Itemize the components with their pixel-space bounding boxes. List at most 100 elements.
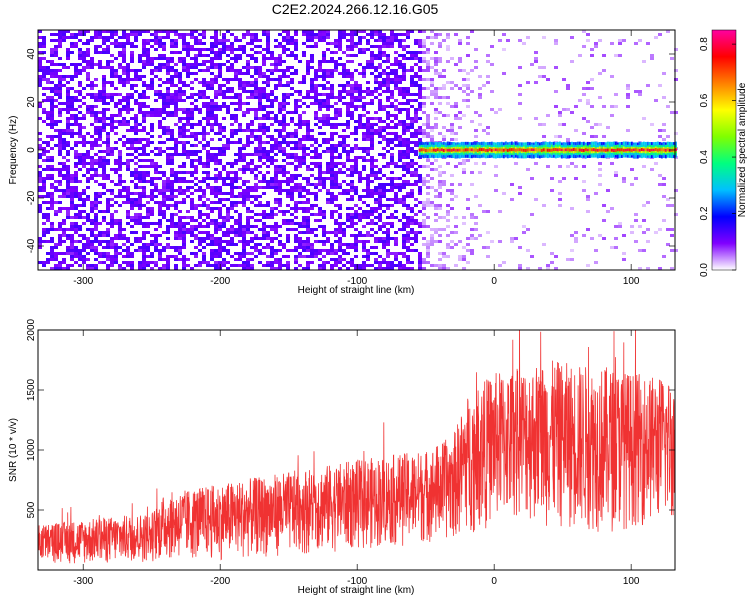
heatmap-cell [110, 129, 114, 132]
heatmap-cell [246, 123, 250, 126]
heatmap-cell [246, 135, 250, 138]
heatmap-cell [374, 222, 378, 225]
heatmap-cell [182, 216, 186, 219]
heatmap-cell [394, 87, 398, 90]
heatmap-cell [330, 75, 334, 78]
heatmap-cell [626, 96, 630, 99]
heatmap-cell [258, 243, 262, 246]
heatmap-cell [194, 246, 198, 249]
heatmap-cell [238, 48, 242, 51]
heatmap-cell [350, 150, 354, 153]
heatmap-cell [486, 132, 490, 135]
heatmap-cell [602, 204, 606, 207]
heatmap-cell [622, 177, 626, 180]
heatmap-cell [162, 63, 166, 66]
heatmap-cell [82, 246, 86, 249]
heatmap-cell [326, 261, 330, 264]
heatmap-cell [466, 78, 470, 81]
heatmap-cell [126, 195, 130, 198]
heatmap-cell [338, 246, 342, 249]
heatmap-cell [186, 195, 190, 198]
heatmap-cell [102, 174, 106, 177]
heatmap-cell [518, 192, 522, 195]
heatmap-cell [222, 117, 226, 120]
heatmap-cell [122, 45, 126, 48]
heatmap-cell [138, 108, 142, 111]
heatmap-cell [182, 111, 186, 114]
heatmap-cell [218, 261, 222, 264]
heatmap-cell [262, 93, 266, 96]
heatmap-cell [618, 42, 622, 45]
heatmap-cell [386, 57, 390, 60]
heatmap-cell [154, 183, 158, 186]
heatmap-cell [330, 192, 334, 195]
heatmap-cell [158, 222, 162, 225]
heatmap-cell [298, 114, 302, 117]
heatmap-cell [286, 81, 290, 84]
heatmap-cell [190, 96, 194, 99]
heatmap-cell [594, 249, 598, 252]
heatmap-cell [366, 231, 370, 234]
heatmap-cell [190, 30, 194, 33]
heatmap-cell [118, 204, 122, 207]
heatmap-cell [354, 267, 358, 270]
heatmap-cell [434, 57, 438, 60]
heatmap-cell [98, 126, 102, 129]
heatmap-cell [118, 231, 122, 234]
heatmap-cell [354, 54, 358, 57]
heatmap-cell [130, 159, 134, 162]
heatmap-cell [390, 216, 394, 219]
heatmap-cell [78, 69, 82, 72]
heatmap-cell [442, 264, 446, 267]
heatmap-cell [334, 126, 338, 129]
heatmap-cell [126, 123, 130, 126]
heatmap-cell [90, 159, 94, 162]
heatmap-cell [130, 87, 134, 90]
heatmap-cell [350, 159, 354, 162]
heatmap-cell [418, 60, 422, 63]
heatmap-cell [254, 153, 258, 156]
heatmap-cell [178, 210, 182, 213]
heatmap-cell [310, 96, 314, 99]
heatmap-cell [358, 198, 362, 201]
heatmap-cell [378, 57, 382, 60]
heatmap-cell [626, 87, 630, 90]
heatmap-cell [222, 102, 226, 105]
heatmap-cell [366, 210, 370, 213]
heatmap-cell [158, 123, 162, 126]
heatmap-cell [322, 264, 326, 267]
heatmap-cell [70, 177, 74, 180]
heatmap-cell [274, 174, 278, 177]
heatmap-cell [498, 108, 502, 111]
heatmap-cell [262, 252, 266, 255]
heatmap-cell [182, 201, 186, 204]
heatmap-cell [430, 177, 434, 180]
heatmap-cell [82, 201, 86, 204]
heatmap-cell [222, 219, 226, 222]
heatmap-cell [206, 216, 210, 219]
heatmap-cell [70, 33, 74, 36]
heatmap-cell [78, 228, 82, 231]
heatmap-cell [234, 153, 238, 156]
heatmap-cell [418, 102, 422, 105]
heatmap-cell [394, 105, 398, 108]
heatmap-cell [382, 42, 386, 45]
heatmap-cell [38, 66, 42, 69]
heatmap-cell [162, 96, 166, 99]
heatmap-cell [518, 246, 522, 249]
heatmap-cell [446, 234, 450, 237]
heatmap-cell [394, 57, 398, 60]
heatmap-cell [42, 39, 46, 42]
heatmap-cell [114, 219, 118, 222]
heatmap-cell [170, 147, 174, 150]
heatmap-cell [66, 150, 70, 153]
heatmap-cell [82, 66, 86, 69]
heatmap-cell [162, 129, 166, 132]
heatmap-cell [62, 219, 66, 222]
heatmap-cell [214, 255, 218, 258]
heatmap-cell [406, 114, 410, 117]
heatmap-cell [94, 195, 98, 198]
heatmap-cell [318, 264, 322, 267]
heatmap-cell [138, 93, 142, 96]
heatmap-cell [250, 75, 254, 78]
